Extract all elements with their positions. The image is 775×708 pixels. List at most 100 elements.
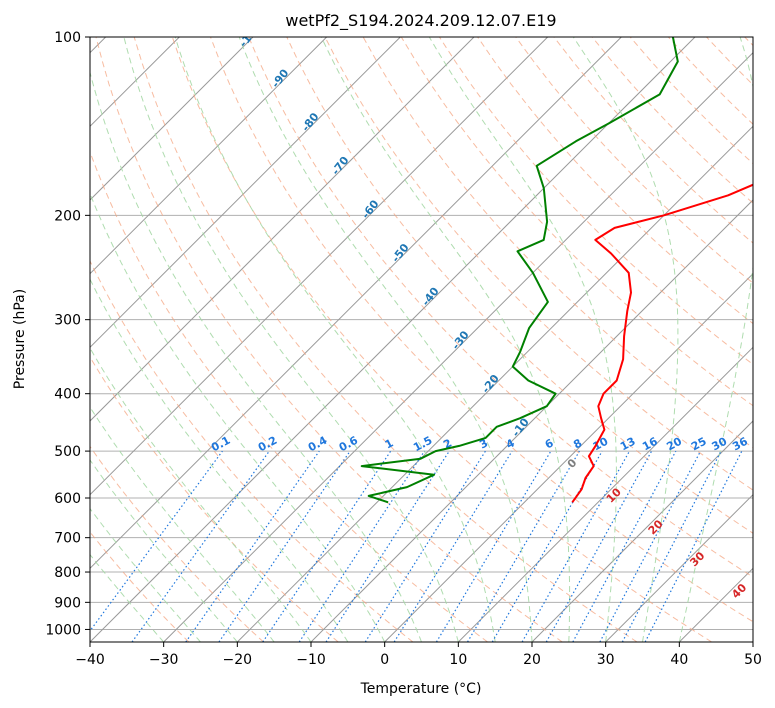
isotherm-line [236,125,753,642]
mixing-ratio-line [90,450,223,632]
mixing-ratio-line [599,450,702,642]
dry-adiabat-line [515,37,753,284]
y-tick-label: 1000 [45,622,81,638]
moist-adiabat-line [174,37,496,642]
dewpoint-profile [360,37,679,504]
mixing-ratio-line [218,450,351,642]
dry-adiabat-line [90,445,264,642]
dry-adiabat-line [248,37,753,578]
x-tick-label: −40 [75,652,105,668]
chart-title: wetPf2_S194.2024.209.12.07.E19 [285,11,556,31]
dry-adiabat-line [133,37,638,642]
mixing-ratio-line [325,450,450,642]
isotherm-line [531,420,753,642]
dry-adiabat-label: -40 [419,285,442,309]
isotherm-label: 0 [565,456,580,471]
dry-adiabat-label: -80 [299,110,322,134]
moist-adiabat-line [678,37,753,642]
isotherm-line [90,37,622,570]
moist-adiabat-line [90,192,386,642]
x-tick-label: 10 [449,652,467,668]
dry-adiabat-line [706,37,753,86]
y-tick-label: 400 [54,387,81,403]
mixing-ratio-line [262,450,392,642]
dry-adiabat-line [210,37,753,623]
y-tick-label: 600 [54,491,81,507]
isotherm-line [90,37,475,422]
moist-adiabat-line [572,37,679,642]
x-tick-label: −20 [223,652,253,668]
moist-adiabat-line [238,37,533,642]
x-tick-label: 20 [523,652,541,668]
dry-adiabat-label: -50 [389,241,412,265]
dry-adiabat-line [90,531,190,642]
moist-adiabat-line [90,406,275,642]
temperature-profile [571,183,753,503]
mixing-ratio-label: 10 [591,435,611,454]
dry-adiabat-label: -60 [359,197,382,221]
isotherm-line [752,641,753,642]
x-tick-label: 40 [670,652,688,668]
moist-adiabat-line [123,37,459,642]
mixing-ratio-label: 25 [689,435,709,454]
dry-adiabat-line [90,150,488,642]
dry-adiabat-label: -20 [479,372,502,396]
mixing-ratio-line [545,450,653,642]
y-tick-label: 200 [54,208,81,224]
mixing-ratio-label: 6 [543,436,556,451]
isotherm-line [90,37,401,349]
mixing-ratio-line [521,450,631,642]
moist-adiabat-line [90,347,312,642]
dry-adiabat-label: -100 [237,20,264,50]
isotherm-line [90,37,328,275]
x-axis-label: Temperature (°C) [360,681,482,697]
mixing-ratio-label: 4 [504,436,517,451]
isotherm-label: 20 [646,517,666,537]
isotherm-line [163,51,753,642]
mixing-ratio-label: 20 [664,435,684,454]
dry-adiabat-line [438,37,753,366]
isotherm-line [384,272,753,642]
isotherm-label: 10 [604,485,624,505]
isotherm-line [90,37,254,201]
mixing-ratio-line [572,450,677,642]
mixing-ratio-line [185,450,320,642]
mixing-ratio-label: 36 [730,435,750,454]
mixing-ratio-line [393,450,513,642]
dry-adiabat-line [324,37,753,491]
isotherm-label: 40 [729,581,749,601]
mixing-ratio-line [364,450,486,642]
dry-adiabat-line [95,37,563,642]
moist-adiabat-line [428,37,617,642]
y-tick-label: 900 [54,595,81,611]
dry-adiabat-label: -30 [449,328,472,352]
y-tick-label: 800 [54,565,81,581]
mixing-ratio-line [466,450,580,642]
x-tick-label: 50 [744,652,762,668]
y-tick-label: 700 [54,531,81,547]
mixing-ratio-line [491,450,603,642]
dry-adiabat-line [90,259,414,642]
dry-adiabat-line [286,37,753,534]
dry-adiabat-label: -70 [329,154,352,178]
isotherm-line [457,346,753,642]
mixing-ratio-label: 13 [618,435,638,454]
y-tick-label: 500 [54,444,81,460]
x-tick-label: −10 [296,652,326,668]
dry-adiabat-line [90,356,339,642]
mixing-ratio-label: 30 [710,435,730,454]
moist-adiabat-line [90,553,165,642]
dry-adiabat-line [171,37,712,642]
mixing-ratio-line [644,450,743,642]
y-tick-label: 300 [54,313,81,329]
moist-adiabat-line [90,459,238,642]
moist-adiabat-line [90,507,201,642]
x-tick-label: −30 [149,652,179,668]
isotherm-line [90,37,549,496]
x-tick-label: 0 [380,652,389,668]
dry-adiabat-line [553,37,753,244]
dry-adiabat-label: -90 [269,66,292,90]
y-axis-label: Pressure (hPa) [12,289,28,389]
moist-adiabat-line [90,70,422,642]
